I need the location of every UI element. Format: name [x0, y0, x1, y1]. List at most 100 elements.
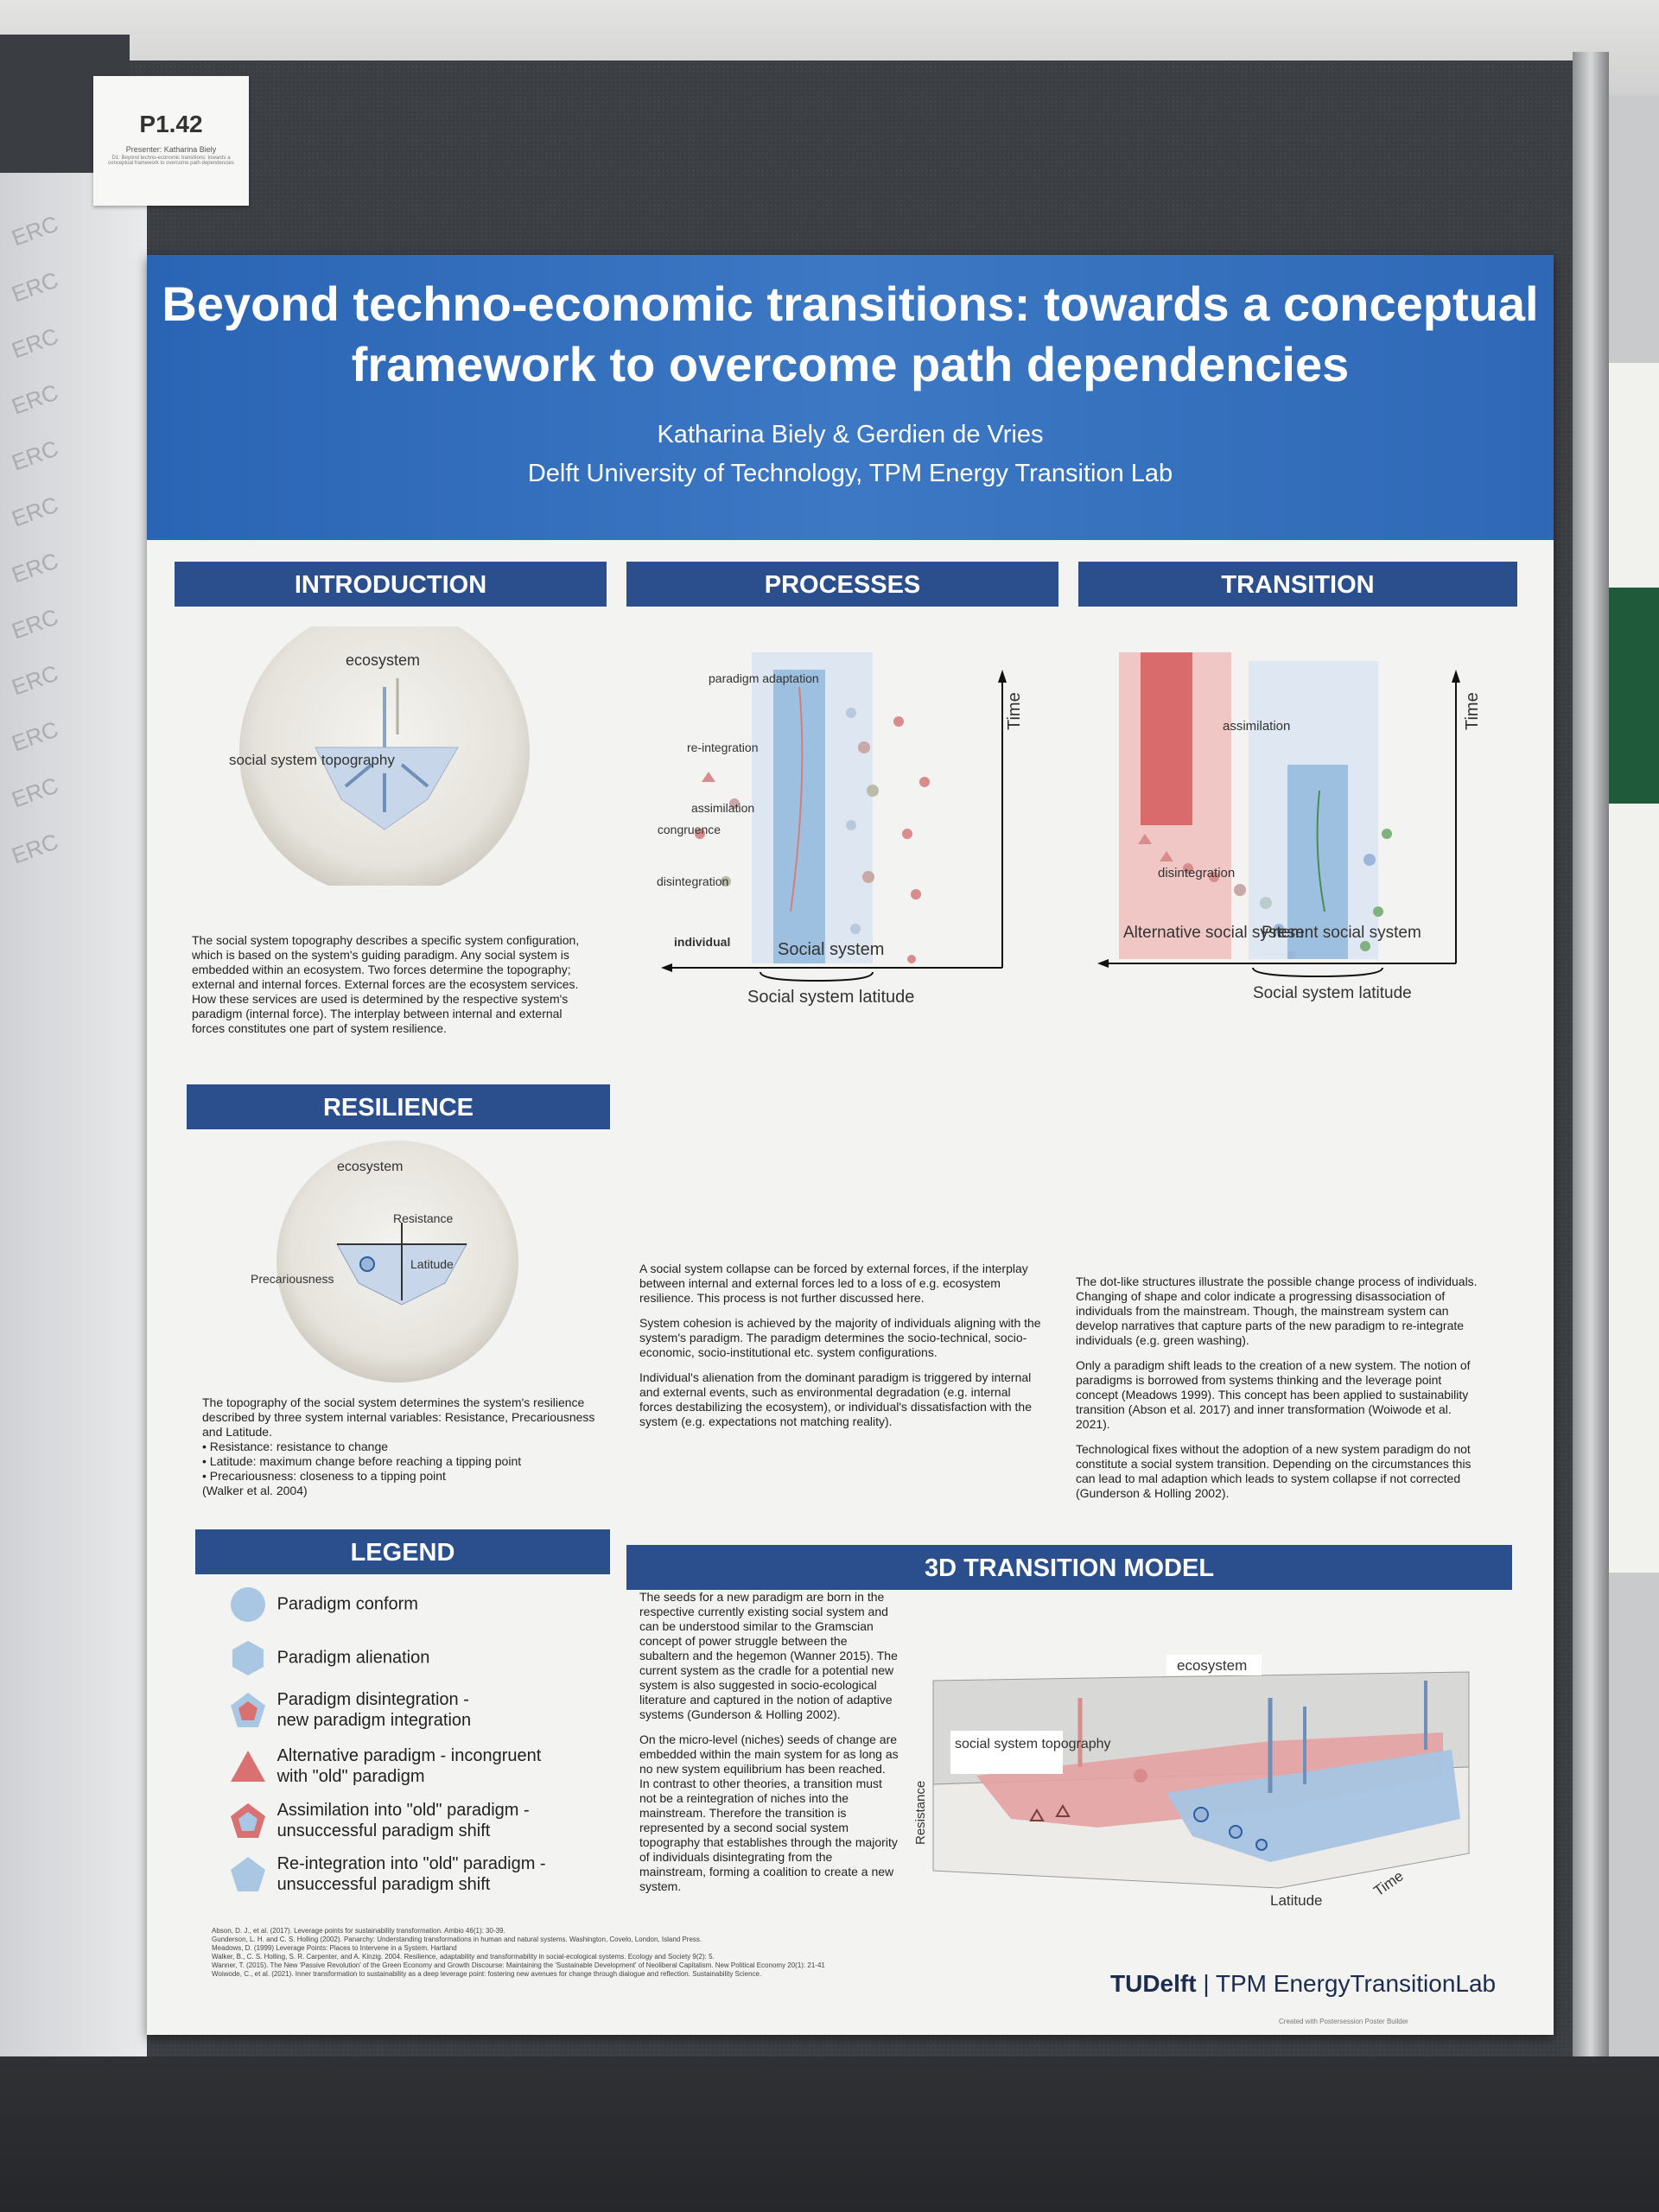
transition-paragraph-1: The dot-like structures illustrate the p… [1076, 1274, 1478, 1347]
legend-label-conform: Paradigm conform [276, 1594, 418, 1614]
legend-heading: LEGEND [195, 1529, 610, 1574]
alternative-system-label: Alternative social system [1123, 924, 1304, 942]
legend-label-alternative: Alternative paradigm - incongruent with … [276, 1746, 542, 1786]
authors: Katharina Biely & Gerdien de Vries [657, 421, 1044, 448]
metal-pole [1573, 52, 1609, 2212]
resilience-citation: (Walker et al. 2004) [202, 1484, 308, 1497]
model3d-latitude-label: Latitude [1270, 1892, 1323, 1909]
social-system-label: Social system [778, 940, 884, 959]
reference-1: Abson, D. J., et al. (2017). Leverage po… [212, 1927, 505, 1935]
time-axis-label: Time [1005, 692, 1024, 730]
poster-number-tag: P1.42 Presenter: Katharina Biely D1: Bey… [93, 76, 249, 206]
model3d-time-label: Time [1370, 1867, 1406, 1899]
assimilation-label: assimilation [691, 801, 754, 815]
individual-label: individual [674, 935, 730, 949]
presenter-label: Presenter: Katharina Biely [125, 145, 217, 154]
introduction-figure: ecosystem social system topography [229, 626, 530, 886]
pentagon-red-icon [231, 1803, 265, 1838]
introduction-text: The social system topography describes a… [192, 933, 580, 1035]
disintegration-label: disintegration [657, 874, 728, 888]
title-banner: Beyond techno-economic transitions: towa… [147, 255, 1554, 540]
transition-paragraph-2: Only a paradigm shift leads to the creat… [1076, 1358, 1471, 1431]
reintegration-label: re-integration [687, 741, 759, 754]
poster-number: P1.42 [139, 111, 203, 137]
legend-item-conform: Paradigm conform [229, 1586, 418, 1624]
affiliation: Delft University of Technology, TPM Ener… [527, 460, 1173, 487]
precariousness-label: Precariousness [251, 1272, 334, 1286]
model3d-paragraph-1: The seeds for a new paradigm are born in… [639, 1590, 898, 1721]
hexagon-icon [232, 1641, 264, 1675]
resilience-text-intro: The topography of the social system dete… [202, 1395, 595, 1439]
introduction-heading: INTRODUCTION [175, 562, 607, 607]
processes-paragraph-2: System cohesion is achieved by the major… [639, 1316, 1041, 1359]
poster: Beyond techno-economic transitions: towa… [147, 255, 1554, 2035]
legend-item-disintegration: Paradigm disintegration - new paradigm i… [229, 1689, 502, 1731]
reference-5: Wanner, T. (2015). The New 'Passive Revo… [212, 1961, 825, 1969]
model3d-ecosystem-label: ecosystem [1177, 1657, 1247, 1674]
transition-text: The dot-like structures illustrate the p… [1076, 1274, 1482, 1511]
resilience-text: The topography of the social system dete… [202, 1395, 608, 1498]
legend-item-alternative: Alternative paradigm - incongruent with … [229, 1745, 554, 1787]
resilience-bullet-latitude: • Latitude: maximum change before reachi… [202, 1454, 522, 1468]
right-poster-edge [1609, 363, 1659, 1573]
processes-paragraph-3: Individual's alienation from the dominan… [639, 1370, 1032, 1428]
transition-assimilation-label: assimilation [1223, 719, 1290, 734]
poster-title: Beyond techno-economic transitions: towa… [162, 276, 1539, 391]
processes-heading: PROCESSES [626, 562, 1058, 607]
transition-latitude-label: Social system latitude [1253, 984, 1412, 1002]
topography-label: social system topography [229, 752, 395, 768]
resilience-ecosystem-label: ecosystem [337, 1160, 403, 1174]
alternative-system-column [1141, 652, 1192, 825]
legend-item-assimilation: Assimilation into "old" paradigm - unsuc… [229, 1800, 554, 1841]
resilience-figure: ecosystem Resistance Latitude Precarious… [251, 1141, 518, 1382]
processes-figure: paradigm adaptation re-integration assim… [657, 652, 1024, 1007]
resistance-label: Resistance [393, 1211, 453, 1225]
logo-lab: TPM EnergyTransitionLab [1215, 1970, 1497, 1997]
transition-dots [1138, 829, 1392, 959]
resilience-bullet-resistance: • Resistance: resistance to change [202, 1440, 389, 1453]
legend-item-reintegration: Re-integration into "old" paradigm - uns… [229, 1853, 554, 1895]
model3d-topography-label: social system topography [955, 1737, 1111, 1751]
tag-title: D1: Beyond techno-economic transitions: … [108, 156, 234, 166]
legend-list: Paradigm conform Paradigm alienation Par… [229, 1577, 609, 1905]
process-dots [695, 708, 930, 963]
legend-item-alienation: Paradigm alienation [229, 1639, 429, 1677]
transition-disintegration-label: disintegration [1158, 866, 1235, 880]
model3d-heading: 3D TRANSITION MODEL [626, 1545, 1512, 1590]
logo-brand: TUDelft [1110, 1970, 1197, 1997]
transition-time-label: Time [1463, 692, 1482, 730]
incongruence-label: incongruence [657, 823, 721, 836]
transition-heading: TRANSITION [1078, 562, 1517, 607]
reference-2: Gunderson, L. H. and C. S. Holling (2002… [212, 1936, 702, 1943]
latitude-label: Latitude [410, 1257, 454, 1271]
triangle-icon [231, 1751, 265, 1782]
tudelft-logo: TUDelft | TPM EnergyTransitionLab [1110, 1970, 1496, 1998]
transition-paragraph-3: Technological fixes without the adoption… [1076, 1442, 1471, 1500]
present-system-label: Present social system [1262, 924, 1421, 942]
reference-6: Woiwode, C., et al. (2021). Inner transf… [212, 1970, 762, 1978]
transition-figure: assimilation disintegration Alternative … [1097, 652, 1482, 1002]
circle-icon [231, 1587, 265, 1622]
logo-divider: | [1203, 1970, 1210, 1997]
model3d-figure: ecosystem social system topography Resis… [913, 1655, 1470, 1909]
floor [0, 2056, 1659, 2212]
latitude-axis-label: Social system latitude [747, 988, 914, 1007]
model3d-resistance-label: Resistance [913, 1781, 928, 1845]
processes-paragraph-1: A social system collapse can be forced b… [639, 1262, 1028, 1305]
legend-label-reintegration: Re-integration into "old" paradigm - uns… [276, 1854, 546, 1894]
reference-3: Meadows, D. (1999) Leverage Points: Plac… [212, 1944, 457, 1952]
legend-label-assimilation: Assimilation into "old" paradigm - unsuc… [276, 1801, 530, 1840]
legend-label-disintegration: Paradigm disintegration - new paradigm i… [276, 1690, 472, 1730]
left-poster-edge: ERC ERC ERC ERC ERC ERC ERC ERC ERC ERC ERC ERC [0, 173, 147, 2117]
legend-label-alienation: Paradigm alienation [276, 1648, 430, 1668]
paradigm-adaptation-label: paradigm adaptation [709, 671, 819, 685]
reference-4: Walker, B., C. S. Holling, S. R. Carpent… [212, 1953, 715, 1961]
model3d-paragraph-2: On the micro-level (niches) seeds of cha… [639, 1732, 899, 1893]
builder-credit: Created with Postersession Poster Builde… [1279, 2018, 1408, 2025]
pentagon-icon [231, 1693, 265, 1727]
resilience-heading: RESILIENCE [187, 1084, 610, 1129]
topography-shape [315, 747, 459, 830]
ecosystem-label: ecosystem [346, 652, 420, 669]
references: Abson, D. J., et al. (2017). Leverage po… [212, 1927, 1119, 1979]
model3d-text: The seeds for a new paradigm are born in… [639, 1590, 899, 1904]
